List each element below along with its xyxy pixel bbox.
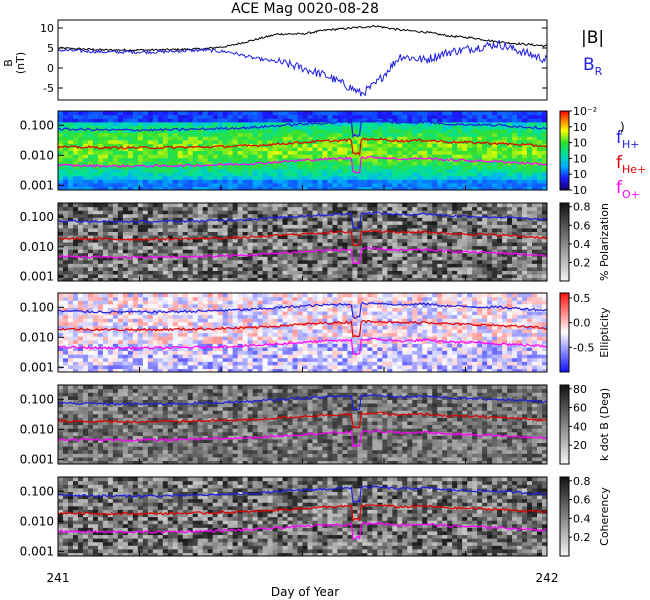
kdotb-ytick-label: 0.100 — [20, 392, 54, 406]
polarization-line-h — [58, 211, 547, 229]
kdotb-heatmap — [58, 385, 547, 464]
ellipticity-colorbar-tick-label: 0.5 — [573, 292, 591, 305]
coherency-ytick-label: 0.100 — [20, 484, 54, 498]
polarization-colorbar-label: % Polarization — [598, 203, 611, 281]
kdotb-line-he — [58, 411, 547, 429]
polarization-heatmap — [58, 203, 547, 281]
legend-bmag: |B| — [581, 28, 604, 48]
coherency-ytick-label: 0.001 — [20, 544, 54, 558]
power-colorbar-tick-label: 10 — [573, 137, 587, 150]
power-ytick-label: 0.001 — [20, 178, 54, 192]
series-br-line — [58, 39, 547, 97]
ellipticity-colorbar — [559, 292, 570, 373]
power-colorbar-tick-label: 10 — [573, 184, 587, 197]
ellipticity-colorbar-label: Ellipticity — [598, 307, 611, 358]
power-colorbar-tick-label: 10 — [573, 152, 587, 165]
power-ytick-label: 0.100 — [20, 118, 54, 132]
power-panel: 0.001 0.010 0.100 10⁻² 10 10 10 10 10 — [20, 105, 598, 197]
ellipticity-ytick-label: 0.010 — [20, 330, 54, 344]
mag-ytick-label: -5 — [43, 82, 54, 95]
coherency-colorbar-tick-label: 0.6 — [573, 494, 591, 507]
ellipticity-panel: 0.001 0.010 0.100 -0.5 0.0 0.5 Ellipticity — [20, 292, 611, 374]
polarization-line-he — [58, 229, 547, 247]
kdotb-colorbar-label: k dot B (Deg) — [598, 388, 611, 461]
legend-fo: fO+ — [616, 178, 640, 201]
coherency-colorbar — [559, 476, 570, 557]
kdotb-colorbar-tick-label: 40 — [573, 420, 587, 433]
mag-yunit: (nT) — [14, 52, 27, 74]
polarization-colorbar-tick-label: 0.6 — [573, 219, 591, 232]
coherency-line-h — [58, 485, 547, 504]
kdotb-colorbar — [559, 384, 570, 465]
kdotb-colorbar-tick-label: 80 — [573, 383, 587, 396]
xaxis-label: Day of Year — [271, 585, 339, 599]
coherency-line-o — [58, 521, 547, 540]
polarization-line-o — [58, 246, 547, 265]
power-heatmap — [58, 111, 547, 190]
figure-title: ACE Mag 0020-08-28 — [231, 1, 379, 17]
power-colorbar — [559, 110, 570, 191]
ellipticity-line-o — [58, 337, 547, 356]
ellipticity-heatmap — [58, 293, 547, 372]
kdotb-line-o — [58, 429, 547, 449]
coherency-ytick-label: 0.010 — [20, 514, 54, 528]
ellipticity-ytick-label: 0.001 — [20, 360, 54, 374]
coherency-colorbar-tick-label: 0.2 — [573, 531, 591, 544]
ellipticity-colorbar-tick-label: 0.0 — [573, 317, 591, 330]
xtick-241: 241 — [47, 571, 70, 585]
kdotb-colorbar-tick-label: 20 — [573, 439, 587, 452]
coherency-colorbar-tick-label: 0.4 — [573, 512, 591, 525]
kdotb-line-h — [58, 393, 547, 411]
kdotb-panel: 0.001 0.010 0.100 20 40 60 80 k dot B (Deg) — [20, 383, 611, 467]
power-ytick-label: 0.010 — [20, 148, 54, 162]
mag-panel: -5 0 5 10 B (nT) |B| BR — [2, 19, 604, 101]
mag-ytick-label: 5 — [47, 42, 54, 55]
mag-ytick-label: 10 — [40, 22, 54, 35]
legend-br: BR — [583, 55, 603, 78]
power-colorbar-tick-label: 10⁻² — [573, 105, 597, 118]
power-colorbar-tick-label: 10 — [573, 121, 587, 134]
kdotb-ytick-label: 0.001 — [20, 452, 54, 466]
legend-fh: fH+ — [616, 128, 640, 151]
polarization-ytick-label: 0.001 — [20, 269, 54, 283]
polarization-colorbar-tick-label: 0.4 — [573, 238, 591, 251]
polarization-colorbar-tick-label: 0.8 — [573, 201, 591, 214]
mag-frame — [57, 19, 548, 101]
coherency-panel: 0.001 0.010 0.100 0.2 0.4 0.6 0.8 Coherency — [20, 475, 611, 559]
series-bmag-line — [58, 24, 547, 52]
kdotb-colorbar-tick-label: 60 — [573, 402, 587, 415]
polarization-ytick-label: 0.010 — [20, 240, 54, 254]
power-line-h — [58, 119, 547, 139]
mag-ylabel: B — [2, 59, 15, 67]
coherency-colorbar-tick-label: 0.8 — [573, 475, 591, 488]
ellipticity-colorbar-tick-label: -0.5 — [573, 341, 594, 354]
mag-ytick-label: 0 — [47, 62, 54, 75]
coherency-heatmap — [58, 477, 547, 556]
kdotb-ytick-label: 0.010 — [20, 422, 54, 436]
power-line-o — [58, 155, 547, 174]
power-line-he — [58, 137, 547, 157]
ellipticity-ytick-label: 0.100 — [20, 300, 54, 314]
polarization-colorbar — [559, 202, 570, 282]
power-colorbar-closing: ) — [620, 120, 625, 134]
polarization-panel: 0.001 0.010 0.100 0.2 0.4 0.6 0.8 % Polarizatio… — [20, 201, 611, 284]
ellipticity-line-h — [58, 301, 547, 319]
coherency-line-he — [58, 503, 547, 522]
legend-fhe: fHe+ — [616, 153, 646, 176]
polarization-ytick-label: 0.100 — [20, 210, 54, 224]
ellipticity-line-he — [58, 319, 547, 339]
xtick-242: 242 — [536, 571, 559, 585]
coherency-colorbar-label: Coherency — [598, 487, 611, 546]
polarization-colorbar-tick-label: 0.2 — [573, 256, 591, 269]
power-colorbar-tick-label: 10 — [573, 168, 587, 181]
